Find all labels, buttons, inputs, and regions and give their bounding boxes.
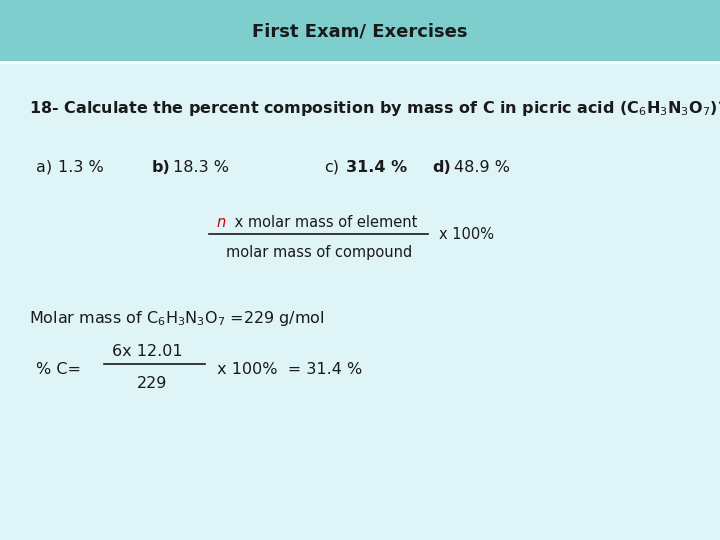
Text: 1.3 %: 1.3 % — [58, 160, 104, 175]
Text: x 100%: x 100% — [439, 227, 494, 242]
Text: x 100%  = 31.4 %: x 100% = 31.4 % — [212, 362, 363, 377]
Text: 31.4 %: 31.4 % — [346, 160, 407, 175]
Text: 18- Calculate the percent composition by mass of C in picric acid (C$_6$H$_3$N$_: 18- Calculate the percent composition by… — [29, 98, 720, 118]
Text: 6x 12.01: 6x 12.01 — [112, 345, 182, 360]
Text: 229: 229 — [137, 376, 167, 392]
Text: n: n — [216, 215, 225, 230]
Text: molar mass of compound: molar mass of compound — [226, 245, 413, 260]
Text: d): d) — [432, 160, 451, 175]
Text: % C=: % C= — [36, 362, 81, 377]
Text: 18.3 %: 18.3 % — [174, 160, 229, 175]
Text: First Exam/ Exercises: First Exam/ Exercises — [252, 22, 468, 40]
Text: b): b) — [151, 160, 170, 175]
Text: 48.9 %: 48.9 % — [454, 160, 510, 175]
Text: a): a) — [36, 160, 52, 175]
Text: c): c) — [324, 160, 339, 175]
Text: x molar mass of element: x molar mass of element — [230, 215, 418, 230]
Text: Molar mass of C$_6$H$_3$N$_3$O$_7$ =229 g/mol: Molar mass of C$_6$H$_3$N$_3$O$_7$ =229 … — [29, 309, 325, 328]
Bar — [0, 0, 720, 62]
